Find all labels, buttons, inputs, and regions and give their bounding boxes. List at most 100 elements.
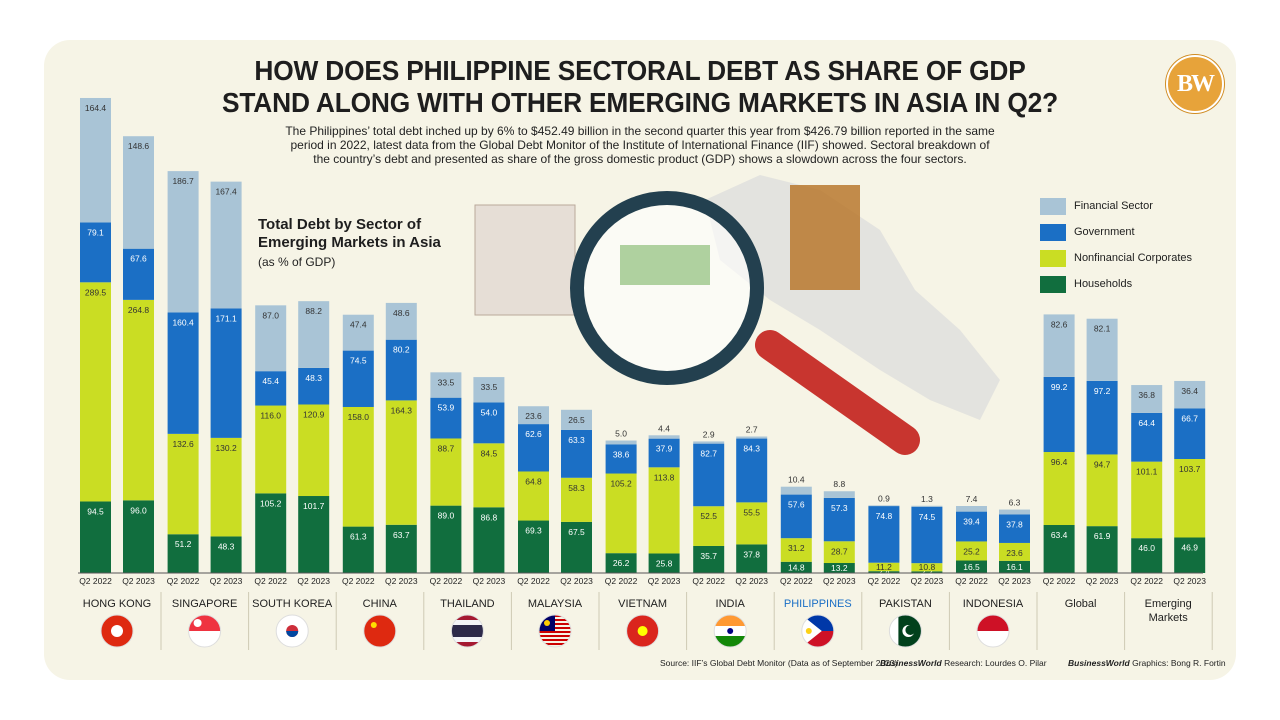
bar-segment-government-emerging-markets-0 [1131, 412, 1163, 462]
data-label-nonfinancial-india-0: 52.5 [700, 511, 717, 521]
source-note: Source: IIF’s Global Debt Monitor (Data … [660, 658, 898, 668]
chart-heading-line-1: Total Debt by Sector of [258, 216, 422, 233]
data-label-financial-indonesia-1: 6.3 [1009, 498, 1021, 508]
vietnam-flag-icon [626, 614, 660, 648]
data-label-nonfinancial-hong-kong-1: 264.8 [128, 305, 150, 315]
data-label-nonfinancial-global-0: 96.4 [1051, 457, 1068, 467]
data-label-government-vietnam-0: 38.6 [613, 449, 630, 459]
country-label-philippines: PHILIPPINES [784, 598, 852, 610]
data-label-government-south-korea-0: 45.4 [262, 376, 279, 386]
data-label-government-global-0: 99.2 [1051, 382, 1068, 392]
data-label-financial-vietnam-0: 5.0 [615, 429, 627, 439]
data-label-households-hong-kong-0: 94.5 [87, 506, 104, 516]
data-label-households-malaysia-0: 69.3 [525, 526, 542, 536]
bar-segment-government-thailand-1 [473, 402, 505, 444]
period-label-philippines-0: Q2 2022 [780, 576, 813, 586]
legend-label-households: Households [1074, 278, 1133, 290]
data-label-households-thailand-1: 86.8 [481, 512, 498, 522]
data-label-nonfinancial-vietnam-1: 113.8 [654, 472, 675, 482]
legend-item-government: Government [1040, 219, 1192, 245]
bar-segment-government-south-korea-0 [255, 371, 287, 406]
bar-segment-financial-indonesia-1 [999, 509, 1030, 515]
bar-segment-households-pakistan-0 [868, 571, 900, 573]
period-label-emerging-markets-0: Q2 2022 [1130, 576, 1163, 586]
bar-segment-financial-south-korea-0 [255, 305, 287, 372]
bar-segment-government-india-1 [736, 438, 768, 503]
data-label-households-emerging-markets-0: 46.0 [1138, 543, 1155, 553]
data-label-nonfinancial-hong-kong-0: 289.5 [85, 287, 107, 297]
period-label-malaysia-1: Q2 2023 [560, 576, 593, 586]
bar-segment-financial-vietnam-1 [648, 435, 680, 439]
data-label-government-south-korea-1: 48.3 [305, 373, 322, 383]
bar-segment-government-pakistan-0 [868, 506, 900, 563]
bar-segment-nonfinancial-indonesia-1 [999, 542, 1030, 561]
graphics-credit-text: Graphics: Bong R. Fortin [1129, 658, 1226, 668]
data-label-financial-south-korea-0: 87.0 [262, 310, 279, 320]
bar-segment-households-hong-kong-1 [123, 500, 154, 573]
period-label-thailand-1: Q2 2023 [473, 576, 506, 586]
legend-swatch-government [1040, 223, 1066, 241]
bar-segment-government-vietnam-0 [605, 444, 637, 474]
bar-segment-government-india-0 [693, 443, 725, 507]
data-label-government-india-0: 82.7 [700, 449, 717, 459]
data-label-nonfinancial-philippines-1: 28.7 [831, 546, 848, 556]
bar-segment-government-malaysia-0 [518, 424, 549, 472]
bar-segment-nonfinancial-thailand-1 [473, 443, 505, 508]
data-label-households-india-1: 37.8 [743, 549, 760, 559]
graphics-credit: BusinessWorld Graphics: Bong R. Fortin [1068, 658, 1226, 668]
india-flag-icon [713, 614, 747, 648]
china-flag-icon [363, 614, 397, 648]
data-label-nonfinancial-china-1: 164.3 [391, 405, 413, 415]
bar-segment-government-hong-kong-1 [123, 248, 154, 300]
bar-segment-government-philippines-1 [823, 497, 855, 542]
bar-segment-households-hong-kong-0 [80, 501, 111, 573]
bar-segment-financial-india-0 [693, 441, 725, 444]
bar-segment-nonfinancial-india-0 [693, 506, 725, 546]
data-label-households-malaysia-1: 67.5 [568, 527, 585, 537]
data-label-financial-south-korea-1: 88.2 [305, 306, 322, 316]
period-label-india-0: Q2 2022 [692, 576, 725, 586]
data-label-financial-emerging-markets-1: 36.4 [1181, 386, 1198, 396]
pakistan-flag-icon [888, 614, 922, 648]
data-label-financial-hong-kong-1: 148.6 [128, 141, 150, 151]
bar-segment-nonfinancial-south-korea-0 [255, 405, 287, 494]
data-label-nonfinancial-indonesia-1: 23.6 [1006, 548, 1023, 558]
bar-segment-households-pakistan-1 [911, 571, 943, 573]
bar-segment-government-global-1 [1086, 380, 1118, 455]
chart-heading-line-2: Emerging Markets in Asia [258, 234, 441, 251]
bar-segment-financial-thailand-1 [473, 377, 505, 403]
bar-segment-households-south-korea-0 [255, 493, 287, 573]
legend-swatch-households [1040, 275, 1066, 293]
data-label-government-global-1: 97.2 [1094, 386, 1111, 396]
period-label-south-korea-0: Q2 2022 [254, 576, 287, 586]
data-label-government-philippines-0: 57.6 [788, 500, 805, 510]
bar-segment-nonfinancial-thailand-0 [430, 438, 462, 506]
bar-segment-government-pakistan-1 [911, 506, 943, 564]
data-label-financial-malaysia-1: 26.5 [568, 415, 585, 425]
data-label-financial-philippines-1: 8.8 [833, 479, 845, 489]
bar-segment-nonfinancial-pakistan-1 [911, 563, 943, 572]
bar-segment-households-indonesia-0 [956, 560, 987, 573]
legend-item-financial: Financial Sector [1040, 193, 1192, 219]
bar-segment-households-philippines-0 [780, 561, 812, 573]
bar-segment-households-india-0 [693, 545, 725, 573]
data-label-nonfinancial-singapore-1: 130.2 [215, 443, 237, 453]
bar-segment-households-global-0 [1043, 525, 1075, 573]
data-label-households-vietnam-0: 26.2 [613, 558, 630, 568]
bar-segment-financial-malaysia-0 [518, 406, 549, 425]
bar-segment-financial-philippines-0 [780, 486, 812, 495]
period-label-china-0: Q2 2022 [342, 576, 375, 586]
period-label-philippines-1: Q2 2023 [823, 576, 856, 586]
data-label-financial-global-1: 82.1 [1094, 324, 1111, 334]
data-label-government-china-1: 80.2 [393, 345, 410, 355]
data-label-financial-malaysia-0: 23.6 [525, 411, 542, 421]
businessworld-logo: BW [1166, 55, 1224, 113]
bar-segment-households-india-1 [736, 544, 768, 573]
data-label-households-singapore-1: 48.3 [218, 541, 235, 551]
data-label-financial-philippines-0: 10.4 [788, 475, 805, 485]
bar-segment-nonfinancial-singapore-1 [210, 437, 242, 537]
data-label-government-singapore-0: 160.4 [172, 317, 194, 327]
bar-segment-nonfinancial-global-1 [1086, 454, 1118, 527]
period-label-hong-kong-1: Q2 2023 [122, 576, 155, 586]
